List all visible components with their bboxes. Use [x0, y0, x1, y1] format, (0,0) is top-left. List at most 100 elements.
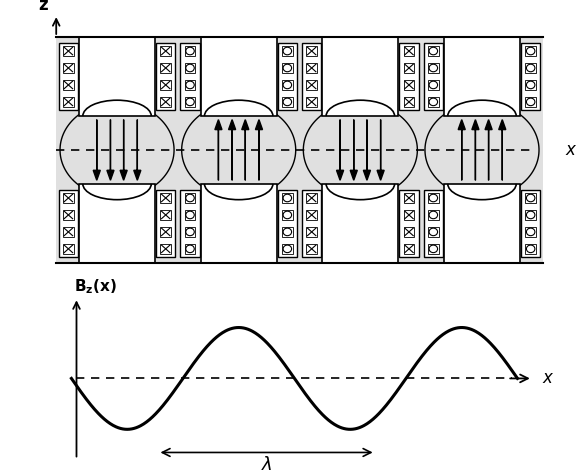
Bar [63, 80, 74, 90]
Bar [160, 46, 171, 56]
Bar [160, 227, 171, 237]
FancyArrow shape [229, 119, 236, 180]
Bar [404, 80, 414, 90]
Bar [525, 193, 536, 203]
FancyArrow shape [499, 119, 506, 180]
Bar [185, 46, 195, 56]
Text: x: x [566, 141, 575, 159]
Bar [63, 227, 74, 237]
Text: z: z [39, 0, 48, 14]
Bar [278, 42, 297, 110]
FancyArrow shape [377, 119, 384, 180]
Bar [79, 37, 155, 116]
Bar [160, 97, 171, 107]
FancyArrow shape [350, 119, 357, 180]
Bar [323, 37, 399, 116]
Bar [306, 80, 317, 90]
Bar [521, 42, 540, 110]
FancyArrow shape [336, 119, 344, 180]
Bar [160, 193, 171, 203]
Bar [399, 42, 419, 110]
Bar [444, 184, 520, 263]
Bar [525, 210, 536, 220]
FancyArrow shape [120, 119, 127, 180]
Bar [404, 97, 414, 107]
FancyArrow shape [472, 119, 479, 180]
Bar [180, 189, 200, 258]
Bar [525, 244, 536, 254]
Bar [404, 210, 414, 220]
Bar [282, 227, 293, 237]
Bar [282, 63, 293, 73]
Bar [302, 42, 321, 110]
Bar [525, 80, 536, 90]
Bar [282, 210, 293, 220]
Bar [404, 244, 414, 254]
Bar [156, 189, 175, 258]
Bar [185, 193, 195, 203]
Bar [200, 184, 276, 263]
FancyArrow shape [93, 119, 100, 180]
Bar [525, 97, 536, 107]
Bar [404, 193, 414, 203]
FancyArrow shape [485, 119, 492, 180]
Bar [428, 227, 439, 237]
FancyArrow shape [215, 119, 222, 180]
Bar [185, 227, 195, 237]
Bar [404, 63, 414, 73]
Bar [302, 189, 321, 258]
Bar [282, 97, 293, 107]
Bar [160, 210, 171, 220]
Bar [306, 63, 317, 73]
Bar [404, 227, 414, 237]
Bar [424, 189, 443, 258]
Bar [444, 37, 520, 116]
Bar [63, 210, 74, 220]
Bar [282, 244, 293, 254]
Bar [525, 46, 536, 56]
Bar [59, 42, 78, 110]
Bar [282, 46, 293, 56]
Text: x: x [543, 369, 553, 387]
Bar [306, 227, 317, 237]
Bar [428, 210, 439, 220]
Bar [59, 189, 78, 258]
Bar [525, 227, 536, 237]
Bar [521, 189, 540, 258]
Bar [399, 189, 419, 258]
Bar [306, 244, 317, 254]
Bar [323, 184, 399, 263]
Bar [79, 184, 155, 263]
Bar [185, 80, 195, 90]
Bar [63, 46, 74, 56]
Bar [63, 193, 74, 203]
Bar [185, 244, 195, 254]
Bar [428, 63, 439, 73]
Bar [428, 193, 439, 203]
Bar [63, 97, 74, 107]
Bar [56, 37, 543, 263]
Bar [282, 80, 293, 90]
Bar [63, 244, 74, 254]
Bar [428, 46, 439, 56]
Bar [306, 193, 317, 203]
Text: $\mathbf{B_z(x)}$: $\mathbf{B_z(x)}$ [74, 278, 117, 296]
Text: $\lambda$: $\lambda$ [261, 456, 272, 474]
Bar [156, 42, 175, 110]
FancyArrow shape [242, 119, 249, 180]
Bar [525, 63, 536, 73]
Bar [160, 244, 171, 254]
Bar [428, 97, 439, 107]
Bar [306, 46, 317, 56]
FancyArrow shape [134, 119, 141, 180]
FancyArrow shape [458, 119, 465, 180]
Bar [63, 63, 74, 73]
FancyArrow shape [363, 119, 370, 180]
Bar [180, 42, 200, 110]
Bar [428, 244, 439, 254]
FancyArrow shape [255, 119, 263, 180]
FancyArrow shape [107, 119, 114, 180]
Bar [282, 193, 293, 203]
Bar [185, 63, 195, 73]
Bar [404, 46, 414, 56]
